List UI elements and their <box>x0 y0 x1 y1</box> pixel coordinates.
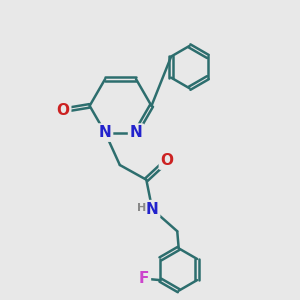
Text: N: N <box>130 125 142 140</box>
Text: F: F <box>139 271 149 286</box>
Text: H: H <box>137 203 146 213</box>
Text: O: O <box>57 103 70 118</box>
Text: N: N <box>99 125 112 140</box>
Text: O: O <box>160 153 173 168</box>
Text: N: N <box>146 202 159 217</box>
